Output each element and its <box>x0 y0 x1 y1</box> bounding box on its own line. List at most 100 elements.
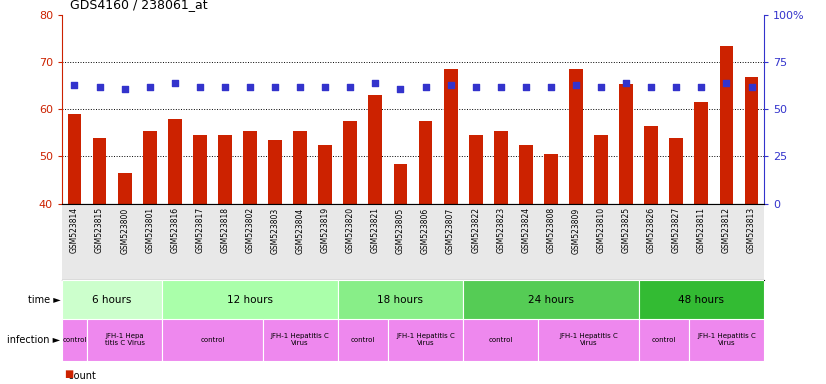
Point <box>218 84 231 90</box>
Text: GSM523820: GSM523820 <box>346 207 355 253</box>
Text: GSM523815: GSM523815 <box>95 207 104 253</box>
Bar <box>519 145 533 204</box>
Text: GSM523825: GSM523825 <box>622 207 630 253</box>
Text: GSM523822: GSM523822 <box>471 207 480 253</box>
Bar <box>469 135 482 204</box>
Text: control: control <box>652 337 676 343</box>
Bar <box>689 319 764 361</box>
Bar <box>388 319 463 361</box>
Bar <box>344 121 357 204</box>
Bar <box>638 319 689 361</box>
Bar <box>463 319 539 361</box>
Text: GSM523809: GSM523809 <box>572 207 581 253</box>
Text: 24 hours: 24 hours <box>528 295 574 305</box>
Bar <box>318 145 332 204</box>
Text: GSM523827: GSM523827 <box>672 207 681 253</box>
Bar <box>87 319 162 361</box>
Text: JFH-1 Hepatitis C
Virus: JFH-1 Hepatitis C Virus <box>697 333 756 346</box>
Point <box>344 84 357 90</box>
Bar <box>338 319 388 361</box>
Bar <box>263 319 338 361</box>
Point <box>68 82 81 88</box>
Bar <box>338 280 463 319</box>
Bar <box>494 131 508 204</box>
Bar <box>243 131 257 204</box>
Text: GSM523816: GSM523816 <box>170 207 179 253</box>
Text: GSM523819: GSM523819 <box>320 207 330 253</box>
Point <box>244 84 257 90</box>
Text: 12 hours: 12 hours <box>227 295 273 305</box>
Bar <box>744 76 758 204</box>
Text: GSM523800: GSM523800 <box>120 207 129 253</box>
Bar <box>719 46 733 204</box>
Text: infection ►: infection ► <box>7 335 60 345</box>
Text: GSM523813: GSM523813 <box>747 207 756 253</box>
Point <box>169 80 182 86</box>
Text: GSM523805: GSM523805 <box>396 207 405 253</box>
Bar <box>669 138 683 204</box>
Point <box>293 84 306 90</box>
Point <box>93 84 107 90</box>
Text: count: count <box>62 371 96 381</box>
Text: GSM523810: GSM523810 <box>596 207 605 253</box>
Point <box>143 84 156 90</box>
Text: GSM523806: GSM523806 <box>421 207 430 253</box>
Point <box>394 86 407 92</box>
Point <box>368 80 382 86</box>
Bar <box>463 280 638 319</box>
Point <box>544 84 558 90</box>
Bar <box>695 103 708 204</box>
Bar <box>393 164 407 204</box>
Point <box>719 80 733 86</box>
Bar <box>368 95 382 204</box>
Point <box>670 84 683 90</box>
Bar <box>218 135 232 204</box>
Point <box>469 84 482 90</box>
Text: control: control <box>488 337 513 343</box>
Bar <box>268 140 282 204</box>
Bar <box>569 70 583 204</box>
Text: JFH-1 Hepa
titis C Virus: JFH-1 Hepa titis C Virus <box>105 333 145 346</box>
Bar <box>162 280 338 319</box>
Text: GDS4160 / 238061_at: GDS4160 / 238061_at <box>70 0 208 12</box>
Bar <box>419 121 433 204</box>
Point <box>569 82 582 88</box>
Bar <box>62 280 162 319</box>
Text: control: control <box>62 337 87 343</box>
Bar <box>638 280 764 319</box>
Bar <box>539 319 638 361</box>
Point <box>319 84 332 90</box>
Point <box>695 84 708 90</box>
Text: GSM523802: GSM523802 <box>245 207 254 253</box>
Text: GSM523818: GSM523818 <box>221 207 230 253</box>
Text: GSM523804: GSM523804 <box>296 207 305 253</box>
Text: GSM523808: GSM523808 <box>547 207 555 253</box>
Bar <box>62 319 87 361</box>
Point <box>419 84 432 90</box>
Bar <box>444 70 458 204</box>
Bar <box>293 131 307 204</box>
Bar <box>620 84 633 204</box>
Point <box>520 84 533 90</box>
Text: 6 hours: 6 hours <box>93 295 132 305</box>
Text: GSM523801: GSM523801 <box>145 207 154 253</box>
Text: GSM523823: GSM523823 <box>496 207 506 253</box>
Point <box>268 84 282 90</box>
Bar <box>68 114 82 204</box>
Point <box>118 86 131 92</box>
Text: GSM523826: GSM523826 <box>647 207 656 253</box>
Bar <box>594 135 608 204</box>
Text: JFH-1 Hepatitis C
Virus: JFH-1 Hepatitis C Virus <box>396 333 455 346</box>
Text: GSM523812: GSM523812 <box>722 207 731 253</box>
Bar <box>162 319 263 361</box>
Bar <box>143 131 157 204</box>
Text: GSM523821: GSM523821 <box>371 207 380 253</box>
Bar <box>193 135 206 204</box>
Text: GSM523814: GSM523814 <box>70 207 79 253</box>
Text: GSM523811: GSM523811 <box>697 207 706 253</box>
Bar <box>544 154 558 204</box>
Text: control: control <box>351 337 375 343</box>
Text: GSM523803: GSM523803 <box>271 207 279 253</box>
Text: 18 hours: 18 hours <box>377 295 424 305</box>
Point <box>620 80 633 86</box>
